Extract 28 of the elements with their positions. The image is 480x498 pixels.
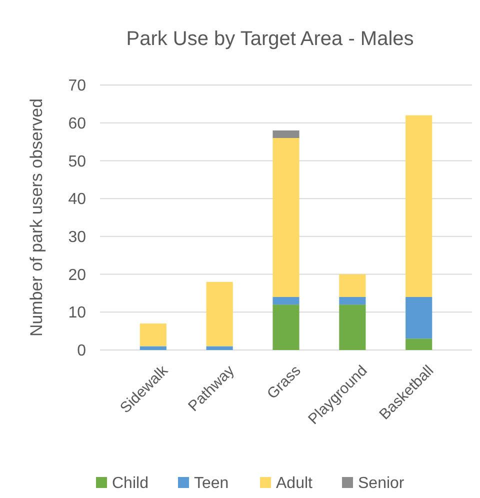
y-tick-label: 20 — [68, 266, 86, 284]
bar — [406, 338, 432, 350]
bar — [406, 297, 432, 339]
bar — [206, 282, 233, 346]
chart-title: Park Use by Target Area - Males — [126, 28, 414, 50]
y-tick-label: 30 — [68, 229, 86, 246]
y-tick-label: 60 — [68, 115, 86, 132]
bar — [140, 346, 166, 350]
y-axis-title: Number of park users observed — [27, 98, 46, 337]
bar — [140, 324, 166, 346]
y-tick-label: 0 — [77, 342, 86, 360]
legend-label: Senior — [358, 475, 405, 492]
y-tick-label: 10 — [68, 304, 86, 322]
y-tick-label: 50 — [68, 153, 86, 170]
bar — [272, 297, 300, 305]
legend-label: Teen — [194, 475, 229, 492]
legend-label: Adult — [276, 475, 314, 492]
y-tick-label: 70 — [68, 78, 86, 95]
bar — [339, 304, 366, 350]
bar — [272, 138, 300, 297]
legend-label: Child — [112, 475, 148, 492]
bar — [272, 130, 300, 138]
bar — [339, 274, 366, 297]
bar — [206, 346, 233, 350]
bar — [272, 304, 300, 350]
bar — [406, 115, 432, 297]
y-tick-label: 40 — [68, 191, 86, 208]
bar — [339, 297, 366, 305]
